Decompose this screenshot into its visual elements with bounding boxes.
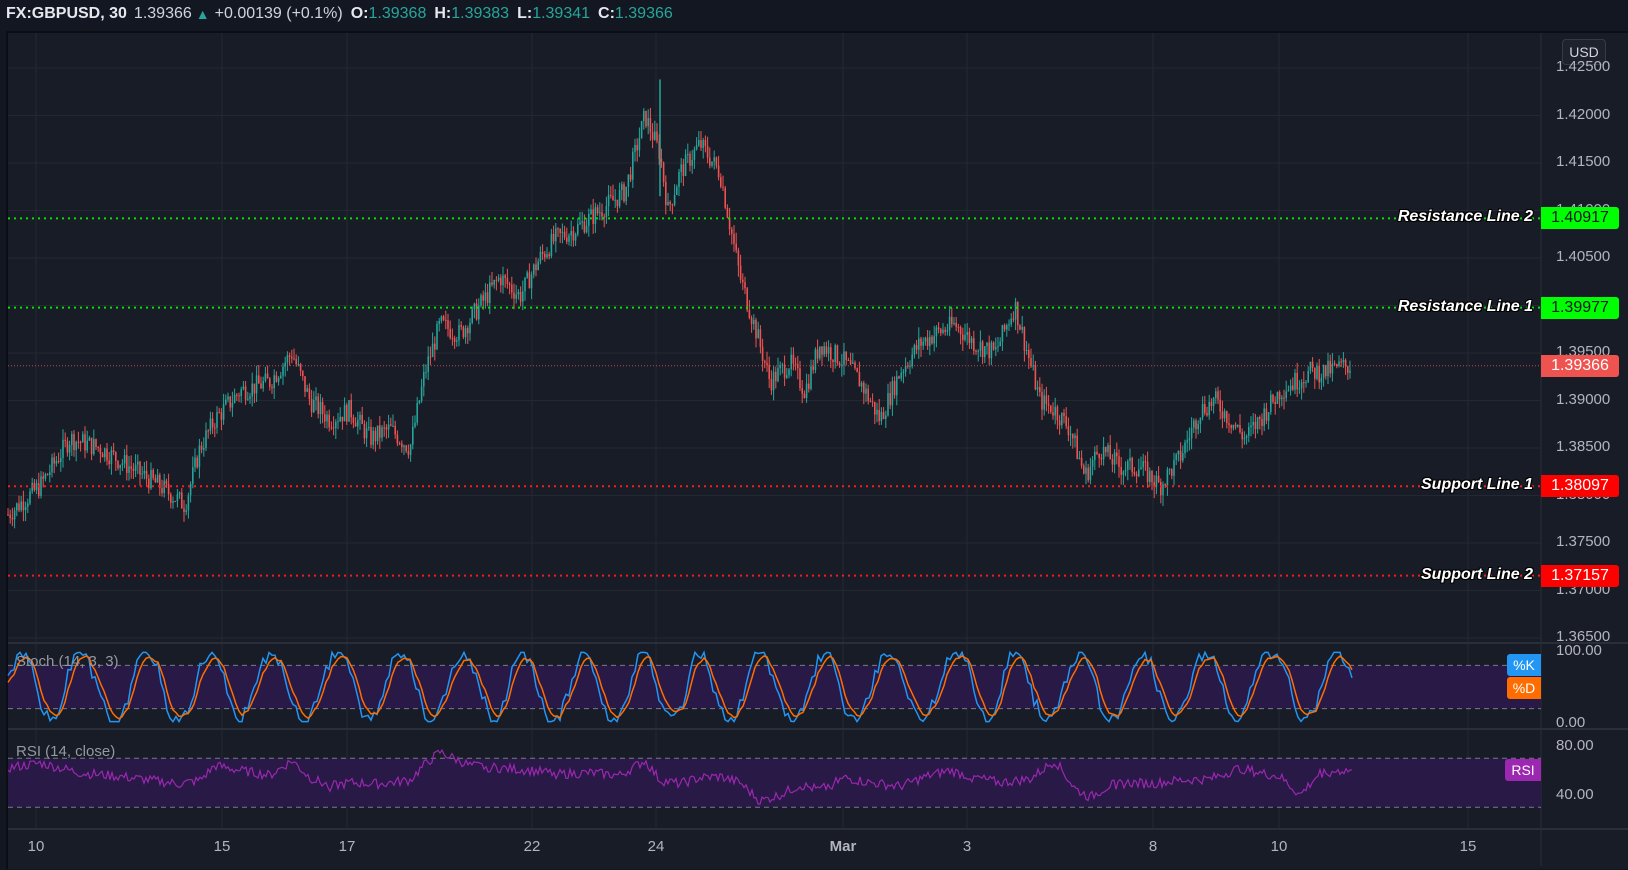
time-tick: 24 [647,838,665,855]
symbol-name[interactable]: FX:GBPUSD, 30 [6,5,127,22]
time-tick: 15 [1459,838,1477,855]
line-label-resistance-line-2[interactable]: Resistance Line 2 [1397,208,1533,226]
price-tick: 1.42000 [1556,105,1611,123]
price-tick: 1.38500 [1556,438,1611,455]
stoch-title[interactable]: Stoch (14, 3, 3) [16,653,119,670]
time-tick: 3 [962,838,972,855]
open-value: 1.39368 [368,5,427,22]
time-tick: 22 [523,838,541,855]
close-label: C: [598,5,615,22]
rsi-tag: RSI [1505,759,1541,781]
stoch-axis-0: 0.00 [1556,714,1586,731]
time-tick: 8 [1148,838,1158,855]
stoch-d-tag: %D [1507,677,1541,699]
price-change: +0.00139 (+0.1%) [214,5,343,22]
line-price-tag: 1.40917 [1541,207,1619,230]
symbol-header: FX:GBPUSD, 30 1.39366 ▲ +0.00139 (+0.1%)… [0,0,1628,28]
rsi-axis-80: 80.00 [1556,737,1594,754]
rsi-title[interactable]: RSI (14, close) [16,743,116,760]
price-tick: 1.36500 [1556,628,1611,645]
price-tick: 1.42500 [1556,58,1611,75]
price-tick: 1.39000 [1556,390,1611,408]
low-value: 1.39341 [532,5,591,22]
rsi-axis-40: 40.00 [1556,786,1594,803]
price-tick: 1.40500 [1556,248,1611,265]
high-value: 1.39383 [451,5,510,22]
last-price: 1.39366 [133,5,192,22]
low-label: L: [517,5,533,22]
line-label-resistance-line-1[interactable]: Resistance Line 1 [1397,297,1533,315]
price-tick: 1.37500 [1556,533,1611,550]
stoch-axis-100: 100.00 [1556,642,1602,659]
time-tick: 10 [27,838,45,855]
line-label-support-line-1[interactable]: Support Line 1 [1421,476,1533,494]
price-tick: 1.41500 [1556,153,1611,170]
line-label-support-line-2[interactable]: Support Line 2 [1421,565,1533,583]
time-tick: 17 [338,838,356,855]
open-label: O: [350,5,369,22]
line-price-tag: 1.37157 [1541,564,1619,587]
currency-button[interactable]: USD [1562,39,1606,65]
time-tick: 10 [1270,838,1288,855]
stoch-k-tag: %K [1507,654,1541,676]
up-arrow-icon: ▲ [195,6,210,22]
line-price-tag: 1.39977 [1541,296,1619,319]
close-value: 1.39366 [614,5,673,22]
high-label: H: [434,5,452,22]
time-tick: 15 [213,838,231,855]
current-price-tag: 1.39366 [1541,354,1619,377]
time-tick: Mar [829,838,857,855]
line-price-tag: 1.38097 [1541,475,1619,498]
